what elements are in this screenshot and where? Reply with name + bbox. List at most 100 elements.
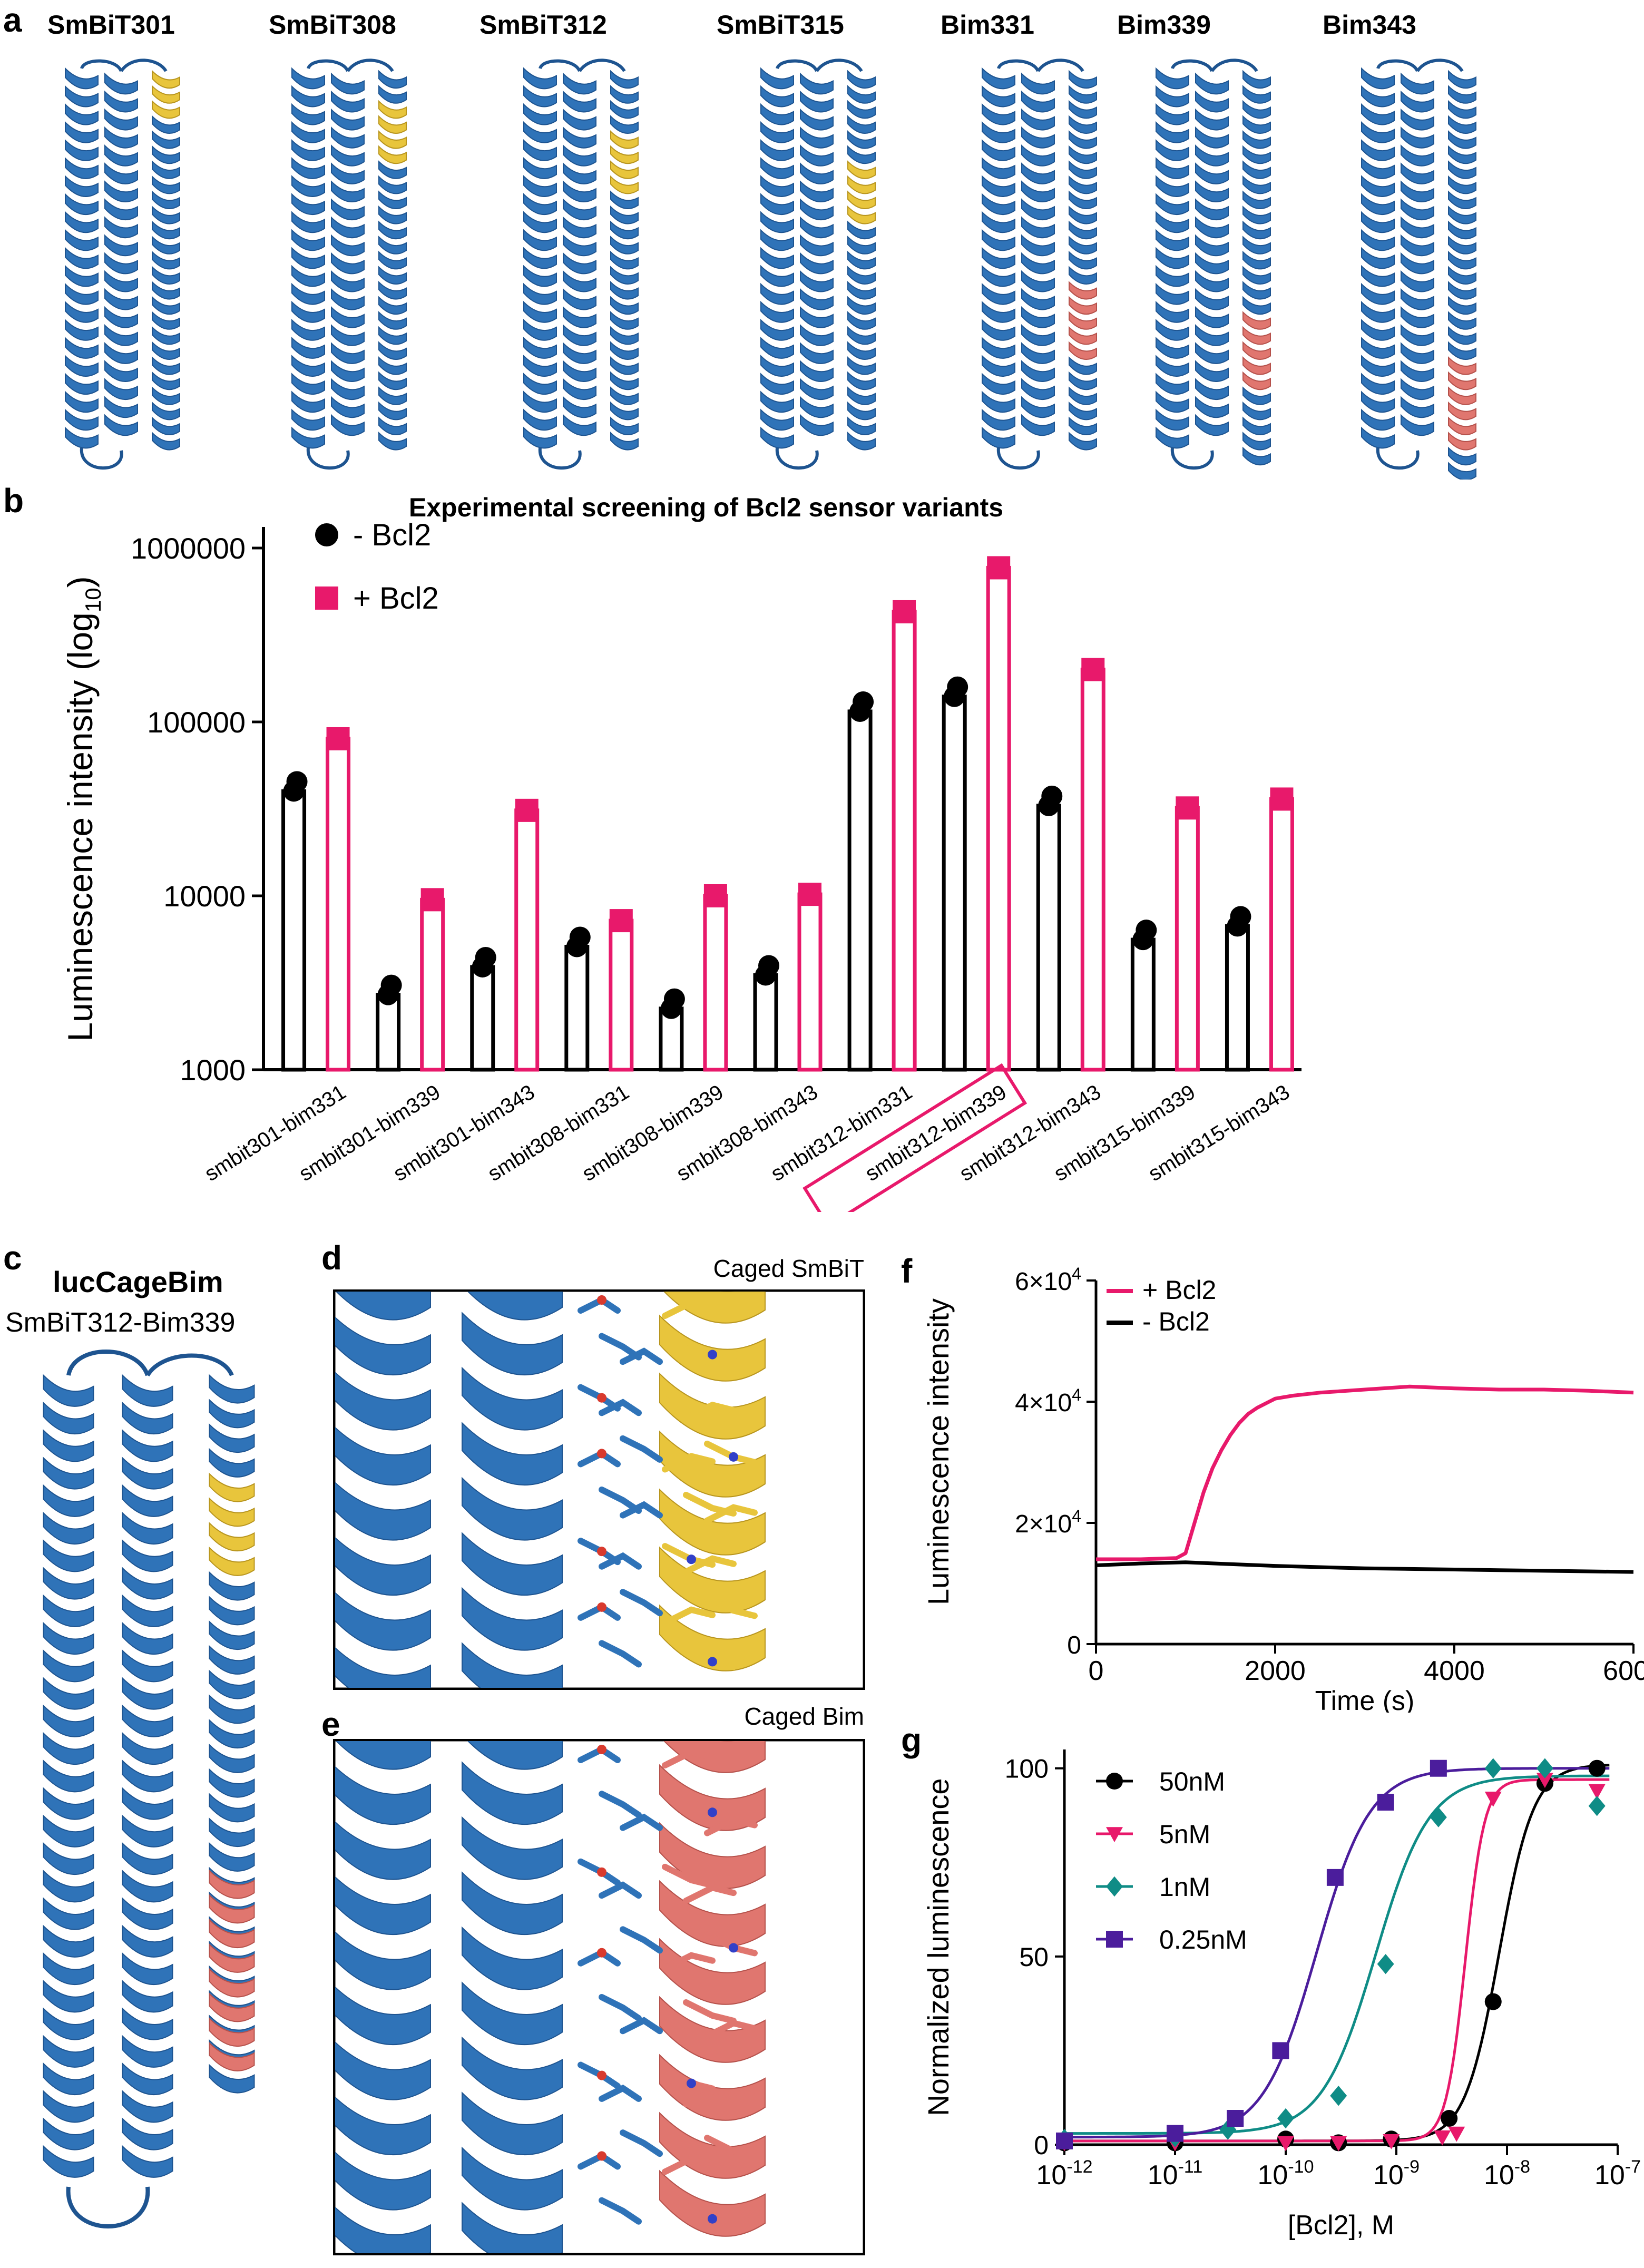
side-chain bbox=[662, 1299, 716, 1319]
side-chain bbox=[683, 2087, 737, 2107]
legend-label: - Bcl2 bbox=[353, 518, 431, 552]
structure-label: SmBiT312 bbox=[480, 10, 607, 40]
caged-bim-closeup bbox=[333, 1739, 865, 2255]
panel-c-title: lucCageBim bbox=[53, 1265, 223, 1298]
panel-d-title: Caged SmBiT bbox=[713, 1255, 864, 1282]
chart-title: Experimental screening of Bcl2 sensor va… bbox=[409, 493, 1003, 522]
bar-plus-bcl2 bbox=[797, 892, 823, 1072]
bar-minus-bcl2 bbox=[942, 695, 967, 1072]
helix-b bbox=[462, 1292, 563, 1688]
legend-marker bbox=[1106, 1931, 1123, 1948]
data-point bbox=[1176, 796, 1199, 820]
dose-response-chart: 10-12 10-11 10-10 10-9 10-8 10-7 0 50 100 [Bcl2],… bbox=[922, 1749, 1641, 2241]
data-point bbox=[1326, 1869, 1344, 1886]
data-point bbox=[1377, 1953, 1394, 1974]
side-chain bbox=[662, 1748, 716, 1768]
side-chain bbox=[620, 1813, 663, 1831]
helix-2 bbox=[1195, 72, 1229, 436]
oxygen-atom bbox=[597, 2070, 606, 2080]
helix-2 bbox=[104, 72, 138, 436]
nitrogen-atom bbox=[729, 1452, 738, 1462]
bar-minus-bcl2 bbox=[1036, 804, 1061, 1072]
structure-label: Bim343 bbox=[1323, 10, 1416, 40]
legend-marker bbox=[1106, 1773, 1123, 1790]
data-point bbox=[380, 974, 402, 996]
helix-3 bbox=[378, 70, 407, 451]
helix-1 bbox=[1156, 67, 1189, 449]
loop-top bbox=[776, 58, 863, 72]
series-line-minus-bcl2 bbox=[1095, 1560, 1634, 1574]
data-point bbox=[475, 946, 496, 968]
panel-a-letter: a bbox=[3, 1, 22, 39]
x-tick-label: 0 bbox=[1089, 1656, 1104, 1686]
y-tick-label: 100 bbox=[1005, 1754, 1049, 1784]
helix-1 bbox=[523, 67, 557, 449]
data-point bbox=[1136, 920, 1157, 941]
helix-2 bbox=[1021, 72, 1055, 436]
side-chain bbox=[683, 1884, 737, 1904]
side-chain bbox=[599, 1399, 642, 1416]
y-tick-label: 2×104 bbox=[1015, 1507, 1081, 1538]
helix-a bbox=[335, 1741, 431, 2253]
bar-minus-bcl2 bbox=[376, 993, 401, 1072]
structure-cartoon bbox=[982, 58, 1097, 470]
side-chain bbox=[662, 1952, 716, 1972]
oxygen-atom bbox=[597, 1295, 606, 1305]
x-tick-label: 2000 bbox=[1245, 1656, 1306, 1686]
oxygen-atom bbox=[597, 1867, 606, 1877]
x-axis-label: Time (s) bbox=[1315, 1686, 1415, 1713]
side-chain bbox=[662, 2155, 716, 2175]
structure-label: SmBiT308 bbox=[269, 10, 396, 40]
panel-c-letter: c bbox=[3, 1239, 22, 1277]
data-point bbox=[1230, 906, 1251, 927]
helix-2 bbox=[563, 72, 596, 436]
side-chain bbox=[662, 1606, 716, 1626]
panel-e-letter: e bbox=[321, 1705, 340, 1743]
helix-1 bbox=[65, 67, 99, 449]
y-tick-label: 100000 bbox=[147, 706, 246, 739]
loop-bottom bbox=[1170, 447, 1214, 470]
legend-marker bbox=[315, 586, 338, 610]
bar-minus-bcl2 bbox=[1225, 924, 1250, 1072]
loop-top bbox=[80, 58, 168, 72]
side-chain bbox=[599, 1994, 642, 2021]
data-point bbox=[515, 798, 539, 822]
oxygen-atom bbox=[597, 1547, 606, 1557]
loop-bottom bbox=[538, 447, 582, 470]
data-point bbox=[326, 727, 350, 750]
bar-minus-bcl2 bbox=[1130, 937, 1156, 1072]
data-point bbox=[1330, 2136, 1347, 2152]
side-chain bbox=[620, 2129, 663, 2157]
bar-minus-bcl2 bbox=[847, 709, 873, 1072]
side-chain bbox=[704, 1504, 758, 1524]
legend-label: 0.25nM bbox=[1159, 1925, 1247, 1954]
bar-plus-bcl2 bbox=[703, 894, 728, 1072]
structure-label: SmBiT301 bbox=[47, 10, 175, 40]
side-chain bbox=[620, 2017, 663, 2035]
bar-plus-bcl2 bbox=[326, 737, 351, 1072]
x-tick-label: 4000 bbox=[1424, 1656, 1485, 1686]
side-chain bbox=[683, 1401, 737, 1422]
legend-label: 50nM bbox=[1159, 1767, 1225, 1796]
bar-plus-bcl2 bbox=[1175, 806, 1200, 1072]
loop-bottom bbox=[66, 2186, 150, 2228]
side-chain bbox=[704, 2135, 758, 2160]
side-chain bbox=[599, 1791, 642, 1819]
data-point bbox=[758, 955, 779, 976]
data-point bbox=[853, 691, 874, 712]
data-point bbox=[798, 883, 821, 906]
legend-label: 1nM bbox=[1159, 1872, 1210, 1902]
nitrogen-atom bbox=[729, 1943, 738, 1953]
helix-b bbox=[462, 1741, 563, 2253]
side-chain bbox=[620, 1347, 663, 1365]
highlight-box bbox=[803, 1063, 1028, 1212]
data-point bbox=[1056, 2132, 1073, 2149]
bar-plus-bcl2 bbox=[986, 565, 1011, 1072]
data-point bbox=[1588, 1784, 1606, 1800]
helix-1 bbox=[43, 1374, 94, 2178]
fit-curve bbox=[1064, 1764, 1610, 2143]
data-point bbox=[1588, 1795, 1606, 1816]
side-chain bbox=[599, 2084, 642, 2102]
data-point bbox=[1448, 2126, 1465, 2142]
loop-bottom bbox=[306, 447, 350, 470]
